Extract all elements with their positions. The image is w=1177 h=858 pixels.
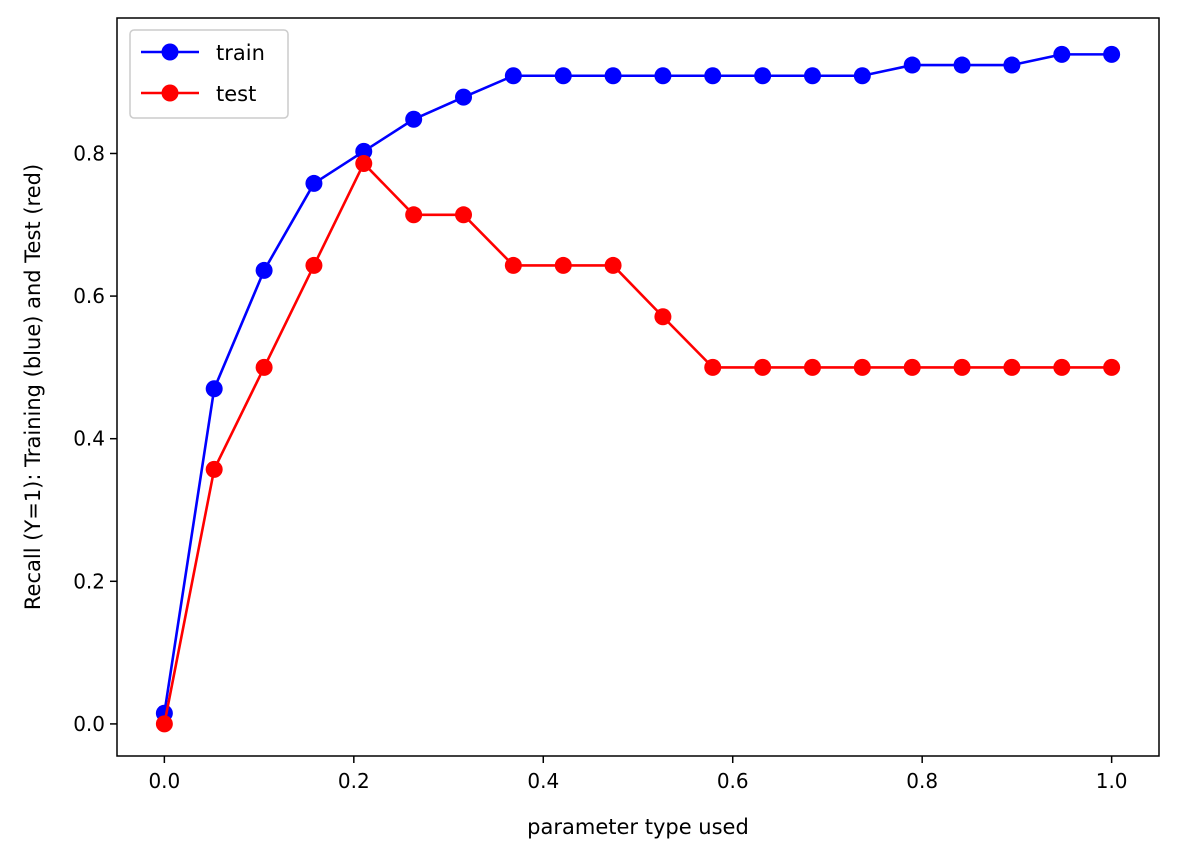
- data-point-train: [205, 380, 223, 398]
- y-axis-title: Recall (Y=1): Training (blue) and Test (…: [21, 164, 45, 610]
- x-tick-label: 0.4: [527, 769, 559, 793]
- data-point-train: [704, 67, 722, 85]
- x-axis-title: parameter type used: [527, 815, 749, 839]
- data-point-train: [1103, 45, 1121, 63]
- data-point-test: [1053, 358, 1071, 376]
- data-point-train: [1003, 56, 1021, 74]
- x-axis: 0.0 0.2 0.4 0.6 0.8 1.0: [148, 756, 1128, 793]
- data-point-train: [504, 67, 522, 85]
- data-point-train: [903, 56, 921, 74]
- data-point-train: [654, 67, 672, 85]
- data-point-test: [853, 358, 871, 376]
- y-tick-label: 0.4: [73, 427, 105, 451]
- y-tick-label: 0.2: [73, 569, 105, 593]
- legend: train test: [129, 29, 289, 119]
- y-tick-label: 0.0: [73, 712, 105, 736]
- x-tick-label: 0.2: [338, 769, 370, 793]
- y-tick-label: 0.8: [73, 141, 105, 165]
- data-point-test: [355, 154, 373, 172]
- data-point-test: [654, 308, 672, 326]
- x-tick-label: 0.6: [717, 769, 749, 793]
- data-point-train: [554, 67, 572, 85]
- data-point-train: [255, 261, 273, 279]
- data-point-test: [903, 358, 921, 376]
- x-tick-label: 0.0: [148, 769, 180, 793]
- data-point-test: [1003, 358, 1021, 376]
- y-tick-label: 0.6: [73, 284, 105, 308]
- data-point-test: [754, 358, 772, 376]
- legend-entries: train test: [141, 41, 265, 106]
- data-point-test: [155, 715, 173, 733]
- data-point-test: [255, 358, 273, 376]
- data-point-test: [305, 256, 323, 274]
- data-point-test: [405, 206, 423, 224]
- series-test: [155, 154, 1121, 733]
- legend-marker-test: [161, 84, 179, 102]
- data-point-train: [604, 67, 622, 85]
- data-point-test: [704, 358, 722, 376]
- series-layer: [155, 45, 1121, 733]
- data-point-train: [754, 67, 772, 85]
- data-point-train: [305, 174, 323, 192]
- legend-label-train: train: [216, 41, 265, 65]
- legend-label-test: test: [216, 82, 256, 106]
- x-tick-label: 1.0: [1096, 769, 1128, 793]
- data-point-test: [455, 206, 473, 224]
- data-point-train: [953, 56, 971, 74]
- data-point-test: [953, 358, 971, 376]
- data-point-test: [554, 256, 572, 274]
- data-point-test: [803, 358, 821, 376]
- data-point-test: [205, 460, 223, 478]
- y-axis: 0.0 0.2 0.4 0.6 0.8: [73, 141, 117, 736]
- data-point-test: [504, 256, 522, 274]
- x-tick-label: 0.8: [906, 769, 938, 793]
- legend-marker-train: [161, 43, 179, 61]
- data-point-train: [1053, 45, 1071, 63]
- data-point-train: [355, 142, 373, 160]
- plot-frame: [116, 17, 1160, 757]
- data-point-test: [1103, 358, 1121, 376]
- data-point-train: [853, 67, 871, 85]
- data-point-test: [604, 256, 622, 274]
- data-point-train: [405, 110, 423, 128]
- data-point-train: [455, 88, 473, 106]
- data-point-train: [803, 67, 821, 85]
- series-train: [155, 45, 1121, 722]
